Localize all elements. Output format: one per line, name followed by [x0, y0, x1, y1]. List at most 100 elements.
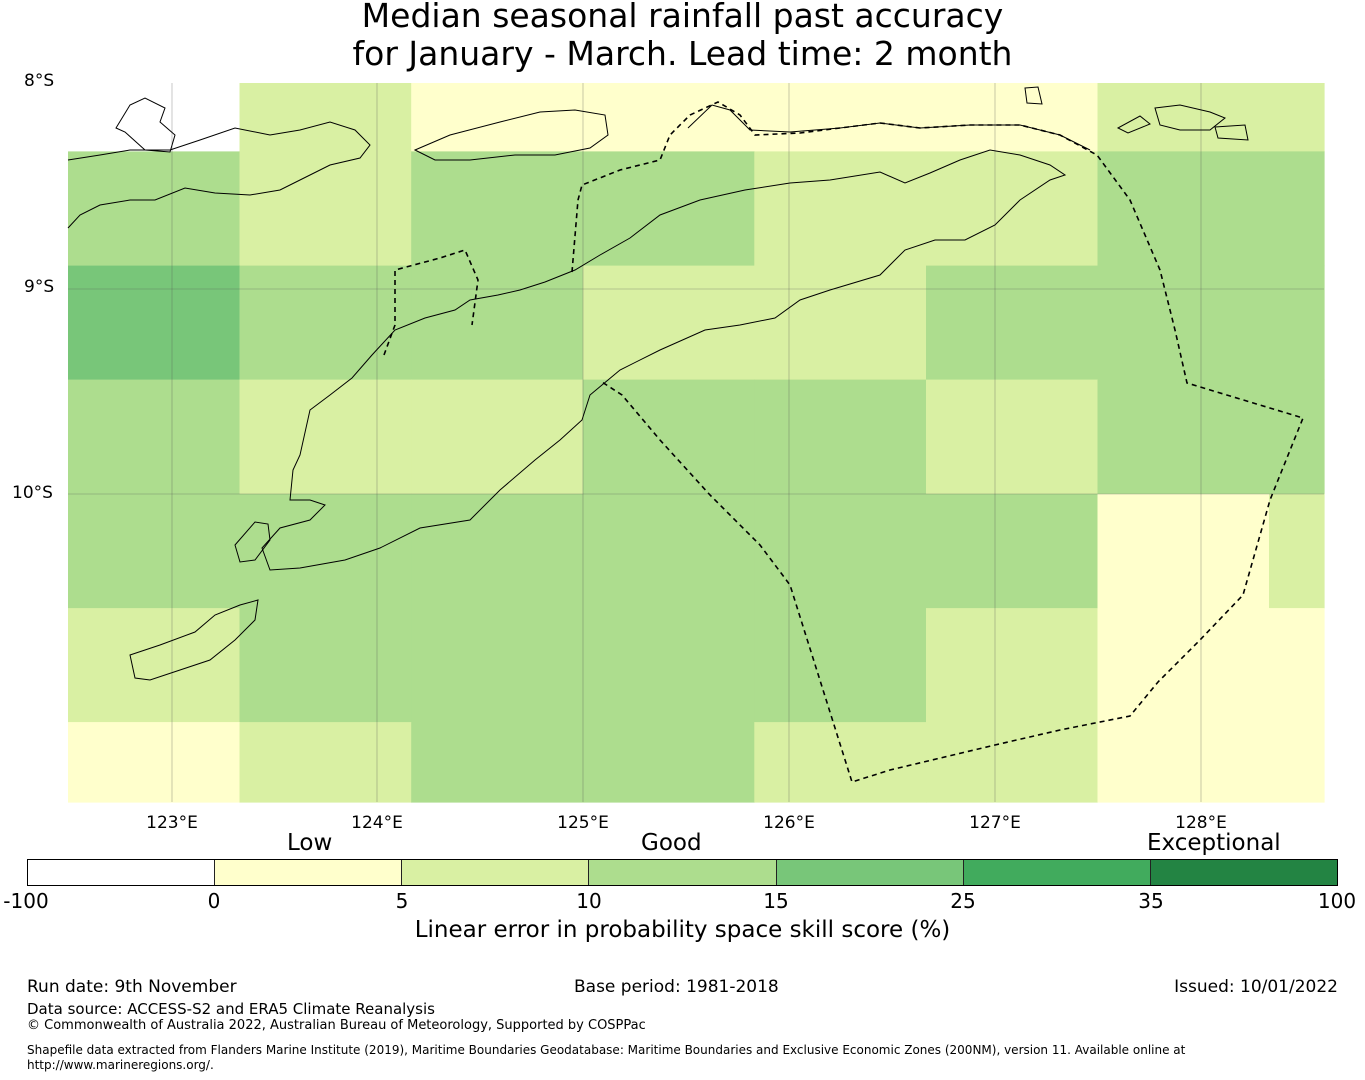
score-cell — [68, 722, 241, 803]
colorbar-tick: 10 — [576, 889, 602, 913]
oecusse-eez-boundary — [383, 249, 479, 356]
score-cell — [1097, 608, 1270, 723]
score-cell — [239, 379, 412, 495]
small-island-3 — [1024, 86, 1043, 105]
colorbar-tick: 15 — [763, 889, 789, 913]
score-cell — [926, 493, 1099, 609]
colorbar — [27, 859, 1338, 886]
score-cell — [582, 379, 755, 495]
lon-label-126e: 126°E — [763, 813, 815, 833]
score-cell — [239, 265, 412, 381]
score-cell — [1269, 151, 1325, 267]
score-cell — [1269, 83, 1325, 152]
issued-date: Issued: 10/01/2022 — [1174, 977, 1338, 997]
babar-coastline — [1154, 104, 1226, 131]
alor-coastline — [413, 109, 609, 161]
score-cell — [1097, 493, 1270, 609]
data-source: Data source: ACCESS-S2 and ERA5 Climate … — [27, 1000, 435, 1018]
graticule — [68, 83, 1324, 802]
colorbar-label: Linear error in probability space skill … — [414, 917, 951, 943]
colorbar-segment — [776, 860, 964, 885]
score-cell — [926, 265, 1099, 381]
base-period: Base period: 1981-2018 — [574, 977, 779, 997]
shapefile-credit-line-1: Shapefile data extracted from Flanders M… — [27, 1043, 1186, 1057]
title-line-2: for January - March. Lead time: 2 month — [352, 34, 1013, 73]
score-cell — [1269, 265, 1325, 381]
lon-label-124e: 124°E — [351, 813, 403, 833]
colorbar-segment — [1150, 860, 1337, 885]
score-cell — [1269, 493, 1325, 609]
lon-label-125e: 125°E — [557, 813, 609, 833]
score-cell — [754, 722, 927, 803]
lat-label-10s: 10°S — [12, 483, 53, 503]
colorbar-segment — [589, 860, 777, 885]
copyright-notice: © Commonwealth of Australia 2022, Austra… — [27, 1018, 646, 1033]
colorbar-tick: 25 — [950, 889, 976, 913]
colorbar-segment — [28, 860, 216, 885]
score-cell — [754, 493, 927, 609]
score-cell — [1097, 379, 1270, 495]
colorbar-segment — [963, 860, 1151, 885]
lat-label-8s: 8°S — [24, 71, 55, 91]
score-cell — [411, 722, 584, 803]
sumba-outline — [115, 97, 176, 153]
score-cell — [1269, 608, 1325, 723]
score-cell — [582, 83, 755, 152]
lon-label-128e: 128°E — [1175, 813, 1227, 833]
score-cell — [68, 608, 241, 723]
score-cell — [926, 379, 1099, 495]
score-cell — [239, 493, 412, 609]
score-cell — [1269, 722, 1325, 803]
score-cell — [1097, 151, 1270, 267]
coastlines — [67, 86, 1249, 681]
category-low-label: Low — [287, 830, 333, 856]
lat-label-9s: 9°S — [24, 277, 55, 297]
score-cell — [926, 608, 1099, 723]
category-good-label: Good — [641, 830, 702, 856]
score-cell — [754, 83, 927, 152]
small-island-2 — [1214, 124, 1249, 141]
score-cell — [239, 83, 412, 152]
score-cell — [239, 722, 412, 803]
colorbar-tick: 0 — [207, 889, 221, 913]
score-cell — [926, 722, 1099, 803]
score-cell — [582, 151, 755, 267]
shapefile-credit-line-2: http://www.marineregions.org/. — [27, 1058, 214, 1072]
score-cell — [926, 151, 1099, 267]
colorbar-segment — [402, 860, 590, 885]
score-cell — [582, 493, 755, 609]
score-cell — [68, 379, 241, 495]
category-exceptional-label: Exceptional — [1147, 830, 1281, 856]
lon-label-127e: 127°E — [969, 813, 1021, 833]
score-cell — [411, 493, 584, 609]
score-cell — [239, 151, 412, 267]
score-cell — [68, 493, 241, 609]
colorbar-segment — [215, 860, 403, 885]
flores-coastline — [67, 121, 371, 229]
timor-coastline — [261, 149, 1067, 571]
score-cell — [411, 379, 584, 495]
colorbar-tick: 35 — [1138, 889, 1164, 913]
score-cell — [411, 83, 584, 152]
lon-label-123e: 123°E — [146, 813, 198, 833]
colorbar-tick: 5 — [395, 889, 409, 913]
score-cell — [754, 151, 927, 267]
score-grid — [68, 83, 1325, 803]
timor-leste-eez-boundary — [571, 101, 1305, 784]
title-line-1: Median seasonal rainfall past accuracy — [361, 0, 1004, 35]
colorbar-tick: 100 — [1317, 889, 1357, 913]
score-cell — [411, 151, 584, 267]
score-cell — [582, 265, 755, 381]
eez-boundaries — [383, 101, 1305, 784]
score-cell — [1097, 722, 1270, 803]
score-cell — [239, 608, 412, 723]
score-cell — [1097, 83, 1270, 152]
rote-coastline — [129, 599, 259, 681]
small-island-1 — [1116, 115, 1151, 134]
score-cell — [411, 608, 584, 723]
run-date: Run date: 9th November — [27, 977, 237, 997]
score-cell — [582, 722, 755, 803]
score-cell — [68, 151, 241, 267]
score-cell — [411, 265, 584, 381]
score-cell — [68, 265, 241, 381]
